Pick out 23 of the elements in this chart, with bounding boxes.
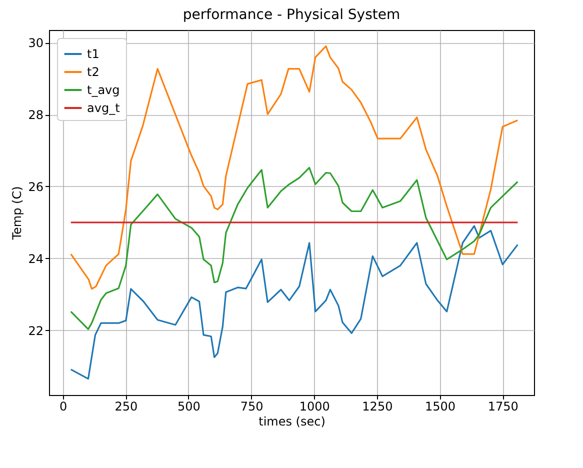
y-tick-label: 24 bbox=[28, 252, 44, 266]
y-tick-label: 28 bbox=[28, 108, 44, 122]
legend-label: avg_t bbox=[87, 101, 120, 115]
chart-title: performance - Physical System bbox=[182, 7, 400, 23]
line-series bbox=[70, 166, 518, 330]
y-tick-label: 30 bbox=[28, 36, 44, 50]
x-tick-label: 0 bbox=[60, 400, 68, 414]
y-tick-label: 26 bbox=[28, 180, 44, 194]
legend-label: t2 bbox=[87, 65, 100, 79]
y-axis-title: Temp (C) bbox=[10, 186, 24, 241]
y-tick-label: 22 bbox=[28, 324, 44, 338]
legend-label: t1 bbox=[87, 47, 100, 61]
x-tick-label: 1000 bbox=[299, 400, 330, 414]
x-tick-label: 750 bbox=[240, 400, 264, 414]
legend-label: t_avg bbox=[87, 83, 120, 97]
line-series bbox=[70, 45, 518, 290]
x-tick-label: 1750 bbox=[488, 400, 518, 414]
x-tick-label: 500 bbox=[178, 400, 200, 414]
x-tick-label: 1500 bbox=[424, 400, 456, 414]
x-tick-label: 250 bbox=[114, 400, 138, 414]
line-series bbox=[70, 225, 518, 380]
x-axis-title: times (sec) bbox=[258, 414, 326, 428]
x-tick-label: 1250 bbox=[362, 400, 393, 414]
